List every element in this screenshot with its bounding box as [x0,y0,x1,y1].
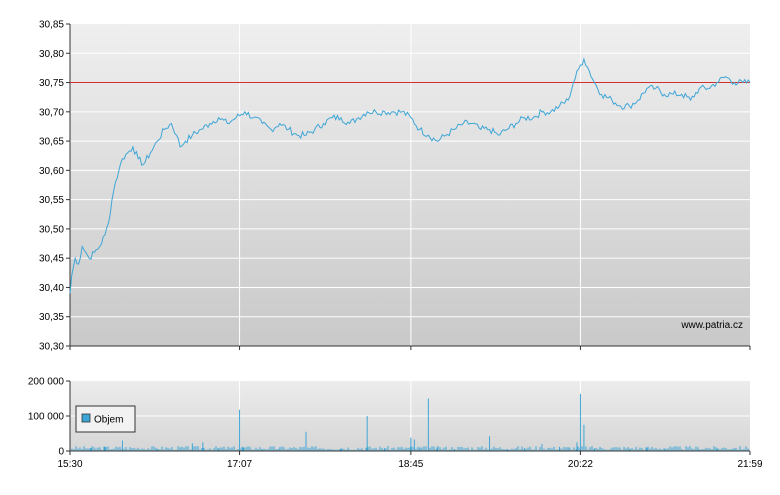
legend-label: Objem [94,415,123,426]
legend-swatch [81,413,91,423]
volume-legend: Objem [75,405,136,433]
price-series-line [69,57,751,294]
price-y-tick-label: 30,60 [39,166,64,177]
price-panel: 30,30 30,35 30,40 30,45 30,50 30,55 30,60 30,65… [39,20,751,353]
price-y-tick-label: 30,75 [39,78,64,89]
x-tick-label: 20:22 [568,459,593,470]
x-tick-label: 18:45 [398,459,423,470]
volume-y-tick-label: 200 000 [28,377,65,388]
price-y-tick-label: 30,85 [39,20,64,31]
price-plot-background [70,24,750,346]
watermark-text: www.patria.cz [680,320,743,331]
price-y-tick-label: 30,40 [39,283,64,294]
x-tick-label: 15:30 [57,459,82,470]
price-y-tick-label: 30,50 [39,224,64,235]
volume-y-tick-label: 100 000 [28,412,65,423]
volume-panel: 0 100 000 200 000 15:30 17:07 18:45 20:22 21:59… [28,377,763,471]
price-y-tick-label: 30,55 [39,195,64,206]
price-y-tick-label: 30,70 [39,107,64,118]
volume-y-tick-label: 0 [58,447,64,458]
price-y-tick-label: 30,80 [39,49,64,60]
x-tick-label: 21:59 [737,459,762,470]
price-y-tick-label: 30,45 [39,254,64,265]
price-y-tick-label: 30,65 [39,137,64,148]
x-tick-label: 17:07 [227,459,252,470]
price-y-tick-label: 30,35 [39,312,64,323]
price-y-tick-label: 30,30 [39,342,64,353]
